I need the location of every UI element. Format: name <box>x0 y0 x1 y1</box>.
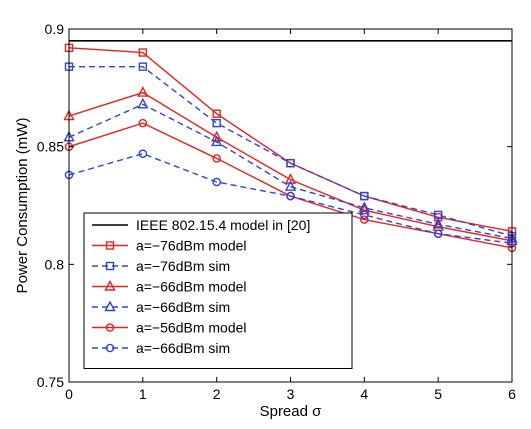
x-tick-label: 5 <box>434 386 442 402</box>
legend-label: a=−66dBm model <box>136 279 247 295</box>
data-point <box>138 149 148 159</box>
legend-entry: a=−66dBm sim <box>92 299 230 315</box>
legend-label: a=−66dBm sim <box>136 299 230 315</box>
series-line <box>68 103 513 240</box>
data-point <box>212 109 221 118</box>
y-axis-label: Power Consumption (mW) <box>14 118 31 294</box>
data-point <box>138 48 148 57</box>
series-line <box>68 91 513 242</box>
x-tick-label: 2 <box>213 386 221 402</box>
data-point <box>138 118 148 128</box>
series-layer <box>63 39 518 253</box>
data-point <box>358 203 370 215</box>
legend-swatch-marker <box>105 323 115 332</box>
data-point <box>284 180 297 191</box>
legend-entry: a=−66dBm model <box>92 279 247 295</box>
x-tick-label: 4 <box>360 386 368 402</box>
legend-label: IEEE 802.15.4 model in [20] <box>136 217 310 233</box>
x-tick-label: 1 <box>139 386 147 402</box>
data-point <box>138 62 148 71</box>
legend-swatch-marker <box>105 261 115 271</box>
legend-swatch-marker <box>104 300 116 312</box>
legend-entry: a=−76dBm model <box>92 238 247 254</box>
x-axis-label: Spread σ <box>260 403 323 420</box>
data-point <box>286 158 295 168</box>
data-point <box>212 177 221 187</box>
data-point <box>212 154 221 163</box>
data-point <box>137 86 149 97</box>
y-tick-label: 0.75 <box>37 374 64 390</box>
legend-entry: a=−66dBm sim <box>92 340 230 356</box>
legend-entry: a=−56dBm model <box>92 320 247 336</box>
data-point <box>360 191 369 201</box>
legend-label: a=−76dBm sim <box>136 258 230 274</box>
y-tick-label: 0.8 <box>45 256 65 272</box>
x-tick-label: 6 <box>508 386 516 402</box>
data-point <box>433 229 443 239</box>
y-tick-label: 0.9 <box>45 21 65 37</box>
legend-box <box>83 212 353 369</box>
data-point <box>360 210 369 220</box>
series-line <box>69 65 513 237</box>
legend-swatch-marker <box>105 343 115 353</box>
legend-label: a=−66dBm sim <box>136 340 230 356</box>
data-point <box>211 135 223 147</box>
legend-swatch-marker <box>105 241 115 250</box>
data-point <box>432 217 444 229</box>
data-point <box>286 191 295 201</box>
y-tick-label: 0.85 <box>37 139 64 155</box>
legend-entry: IEEE 802.15.4 model in [20] <box>92 217 310 233</box>
legend-label: a=−56dBm model <box>136 320 247 336</box>
legend: IEEE 802.15.4 model in [20] a=−76dBm mode… <box>83 212 353 369</box>
series-line <box>68 152 513 244</box>
legend-label: a=−76dBm model <box>136 238 247 254</box>
legend-entry: a=−76dBm sim <box>92 258 230 274</box>
data-point <box>212 118 221 128</box>
data-point <box>211 130 223 142</box>
data-point <box>137 97 149 109</box>
axis-ticks: 0 1 2 3 4 5 6 0.75 0.8 0.85 0.9 <box>37 21 516 402</box>
x-tick-label: 3 <box>287 386 295 402</box>
legend-swatch-marker <box>104 280 116 291</box>
x-tick-label: 0 <box>65 386 73 402</box>
data-point <box>360 215 369 224</box>
